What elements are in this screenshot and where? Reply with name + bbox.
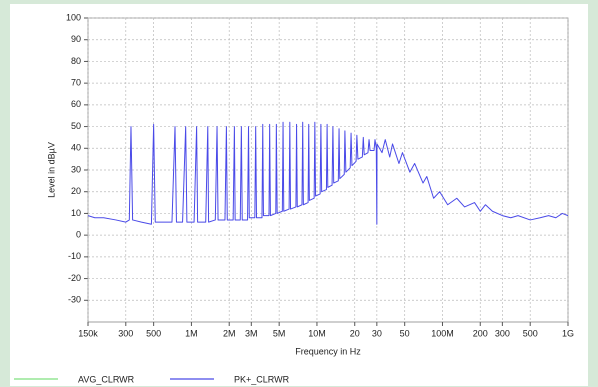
x-tick-label: 100M <box>431 328 454 338</box>
y-tick-label: -30 <box>68 295 81 305</box>
x-axis-label: Frequency in Hz <box>295 346 361 356</box>
x-tick-label: 300 <box>118 328 133 338</box>
y-tick-label: 40 <box>71 143 81 153</box>
x-tick-label: 10M <box>308 328 326 338</box>
x-tick-label: 1M <box>185 328 198 338</box>
y-tick-label: 10 <box>71 208 81 218</box>
y-tick-label: 0 <box>76 230 81 240</box>
legend-label: PK+_CLRWR <box>234 374 290 384</box>
x-tick-label: 2M <box>223 328 236 338</box>
y-tick-label: 70 <box>71 78 81 88</box>
y-tick-label: -10 <box>68 251 81 261</box>
x-tick-label: 20 <box>350 328 360 338</box>
y-tick-label: 90 <box>71 34 81 44</box>
y-tick-label: 50 <box>71 121 81 131</box>
x-tick-label: 300 <box>495 328 510 338</box>
x-tick-label: 1G <box>562 328 574 338</box>
x-tick-label: 200 <box>473 328 488 338</box>
x-tick-label: 500 <box>523 328 538 338</box>
legend-label: AVG_CLRWR <box>78 374 135 384</box>
y-tick-label: 30 <box>71 164 81 174</box>
y-tick-label: 80 <box>71 56 81 66</box>
y-axis-label: Level in dBµV <box>46 142 56 198</box>
y-tick-label: 60 <box>71 99 81 109</box>
x-tick-label: 50 <box>400 328 410 338</box>
y-tick-label: 100 <box>66 12 81 22</box>
x-tick-label: 150k <box>78 328 98 338</box>
x-tick-label: 500 <box>146 328 161 338</box>
x-tick-label: 3M <box>245 328 258 338</box>
x-tick-label: 30 <box>372 328 382 338</box>
y-tick-label: 20 <box>71 186 81 196</box>
x-tick-label: 5M <box>273 328 286 338</box>
y-tick-label: -20 <box>68 273 81 283</box>
series-line <box>87 121 569 225</box>
